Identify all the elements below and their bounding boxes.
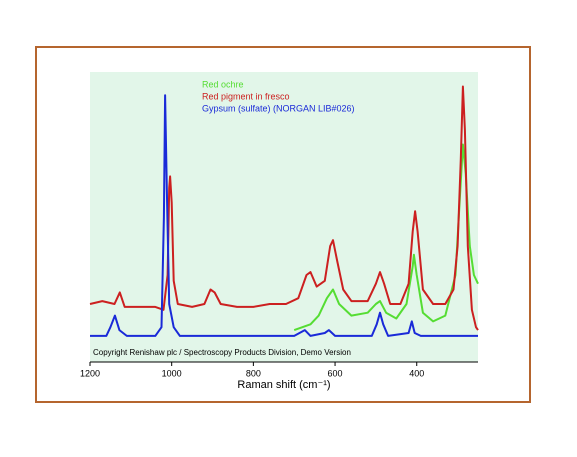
x-tick-label: 1200: [80, 368, 100, 378]
x-tick-label: 600: [328, 368, 343, 378]
spectrum-line: [89, 85, 479, 331]
x-tick-label: 800: [246, 368, 261, 378]
x-axis-label: Raman shift (cm⁻¹): [237, 379, 330, 391]
x-tick-label: 400: [409, 368, 424, 378]
spectrum-line: [293, 143, 479, 332]
legend-entry: Gypsum (sulfate) (NORGAN LIB#026): [202, 103, 355, 113]
spectrum-line: [90, 94, 478, 337]
legend-entry: Red pigment in fresco: [202, 91, 290, 101]
x-tick-label: 1000: [162, 368, 182, 378]
plot-area: [90, 72, 478, 362]
copyright: Copyright Renishaw plc / Spectroscopy Pr…: [93, 348, 351, 357]
legend-entry: Red ochre: [202, 79, 244, 89]
